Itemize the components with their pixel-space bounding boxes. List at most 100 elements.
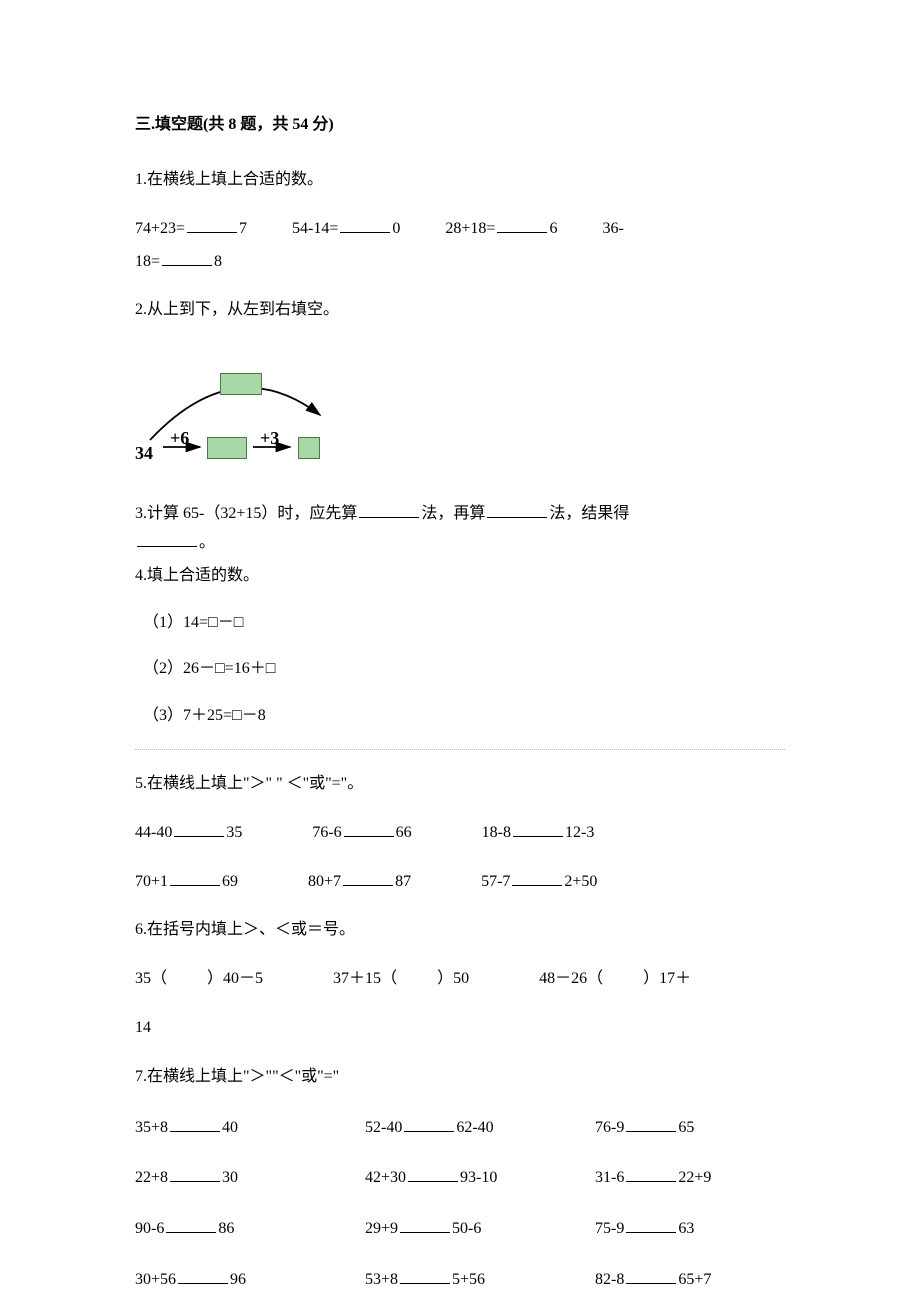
q6-item: 37＋15（）50 (333, 965, 469, 994)
lhs: 75-9 (595, 1220, 624, 1237)
rhs: 87 (395, 873, 411, 890)
rhs: 40 (222, 1119, 238, 1136)
rhs: 86 (218, 1220, 234, 1237)
rhs: 65 (678, 1119, 694, 1136)
blank (170, 1166, 220, 1182)
blank (170, 870, 220, 886)
q6-item: 35（）40－5 (135, 965, 263, 994)
lhs: 37＋15 (333, 970, 381, 987)
q7-item: 22+8 30 (135, 1164, 285, 1193)
q5-item: 18-812-3 (482, 819, 595, 848)
question-3: 3.计算 65-（32+15）时，应先算法，再算法，结果得 。 (135, 500, 785, 558)
blank (187, 217, 237, 233)
blank (408, 1166, 458, 1182)
q1-line2: 18= 8 (135, 248, 785, 277)
rhs: 30 (222, 1169, 238, 1186)
q7-item: 82-8 65+7 (595, 1266, 745, 1295)
q1-prompt: 1.在横线上填上合适的数。 (135, 166, 785, 195)
q3-p2: 法，再算 (421, 505, 485, 522)
q7-row-2: 22+8 30 42+30 93-10 31-6 22+9 (135, 1164, 785, 1193)
lhs: 35+8 (135, 1119, 168, 1136)
q7-item: 31-6 22+9 (595, 1164, 745, 1193)
q5-row-2: 70+1 69 80+7 87 57-7 2+50 (135, 868, 785, 897)
dotted-separator (135, 749, 785, 750)
lhs: 29+9 (365, 1220, 398, 1237)
rhs: 5+56 (452, 1271, 485, 1288)
blank (626, 1116, 676, 1132)
q7-row-4: 30+56 96 53+8 5+56 82-8 65+7 (135, 1266, 785, 1295)
q3-p3: 法，结果得 (549, 505, 629, 522)
rhs: 69 (222, 873, 238, 890)
lhs: 80+7 (308, 873, 341, 890)
question-6: 6.在括号内填上＞、＜或＝号。 35（）40－5 37＋15（）50 48－26… (135, 916, 785, 1042)
q6-prompt: 6.在括号内填上＞、＜或＝号。 (135, 916, 785, 945)
q1-expr: 54-14= (292, 220, 338, 237)
rhs: 50 (453, 970, 469, 987)
blank (174, 821, 224, 837)
blank (400, 1268, 450, 1284)
rhs: 62-40 (456, 1119, 493, 1136)
blank (487, 502, 547, 518)
q1-item-2: 54-14= 0 (292, 215, 400, 244)
lhs: 82-8 (595, 1271, 624, 1288)
lhs: 53+8 (365, 1271, 398, 1288)
rhs: 22+9 (678, 1169, 711, 1186)
q1-expr: 28+18= (445, 220, 495, 237)
rhs: 65+7 (678, 1271, 711, 1288)
q1-expr: 74+23= (135, 220, 185, 237)
blank (626, 1268, 676, 1284)
question-5: 5.在横线上填上"＞" " ＜"或"="。 44-4035 76-666 18-… (135, 770, 785, 896)
blank (513, 821, 563, 837)
q1-l2-prefix: 18= (135, 253, 160, 270)
blank (178, 1268, 228, 1284)
q6-row: 35（）40－5 37＋15（）50 48－26（）17＋ (135, 965, 785, 994)
rhs: 40－5 (223, 970, 263, 987)
lhs: 90-6 (135, 1220, 164, 1237)
q5-item: 70+1 69 (135, 868, 238, 897)
lhs: 22+8 (135, 1169, 168, 1186)
q3-p4: 。 (199, 534, 215, 551)
q1-suffix: 6 (549, 220, 557, 237)
rhs: 93-10 (460, 1169, 497, 1186)
lhs: 48－26 (539, 970, 587, 987)
q1-l2-suffix: 8 (214, 253, 222, 270)
blank (512, 870, 562, 886)
rhs: 50-6 (452, 1220, 481, 1237)
rhs: 2+50 (564, 873, 597, 890)
lhs: 35 (135, 970, 151, 987)
lhs: 31-6 (595, 1169, 624, 1186)
lhs: 52-40 (365, 1119, 402, 1136)
box-mid (207, 437, 247, 459)
op1-label: +6 (170, 422, 189, 454)
blank (137, 531, 197, 547)
q7-item: 52-40 62-40 (365, 1114, 515, 1143)
blank (404, 1116, 454, 1132)
q7-item: 75-9 63 (595, 1215, 745, 1244)
q7-item: 29+9 50-6 (365, 1215, 515, 1244)
q5-item: 44-4035 (135, 819, 242, 848)
lhs: 76-9 (595, 1119, 624, 1136)
rhs: 96 (230, 1271, 246, 1288)
q2-diagram: 34 +6 +3 (135, 355, 355, 465)
lhs: 70+1 (135, 873, 168, 890)
q1-suffix: 0 (392, 220, 400, 237)
q5-item: 57-7 2+50 (481, 868, 597, 897)
q4-sub-3: （3）7＋25=□－8 (135, 702, 785, 731)
rhs: 17＋ (659, 970, 691, 987)
question-4: 4.填上合适的数。 （1）14=□－□ （2）26－□=16＋□ （3）7＋25… (135, 562, 785, 731)
lhs: 57-7 (481, 873, 510, 890)
q5-item: 80+7 87 (308, 868, 411, 897)
blank (166, 1217, 216, 1233)
q4-sub-1: （1）14=□－□ (135, 609, 785, 638)
q4-sub-2: （2）26－□=16＋□ (135, 655, 785, 684)
question-1: 1.在横线上填上合适的数。 74+23=7 54-14=0 28+18=6 36… (135, 166, 785, 276)
q7-item: 76-9 65 (595, 1114, 745, 1143)
box-right (298, 437, 320, 459)
q1-suffix: 7 (239, 220, 247, 237)
blank (344, 821, 394, 837)
lhs: 30+56 (135, 1271, 176, 1288)
rhs: 63 (678, 1220, 694, 1237)
q4-prompt: 4.填上合适的数。 (135, 562, 785, 591)
lhs: 42+30 (365, 1169, 406, 1186)
q5-row-1: 44-4035 76-666 18-812-3 (135, 819, 785, 848)
